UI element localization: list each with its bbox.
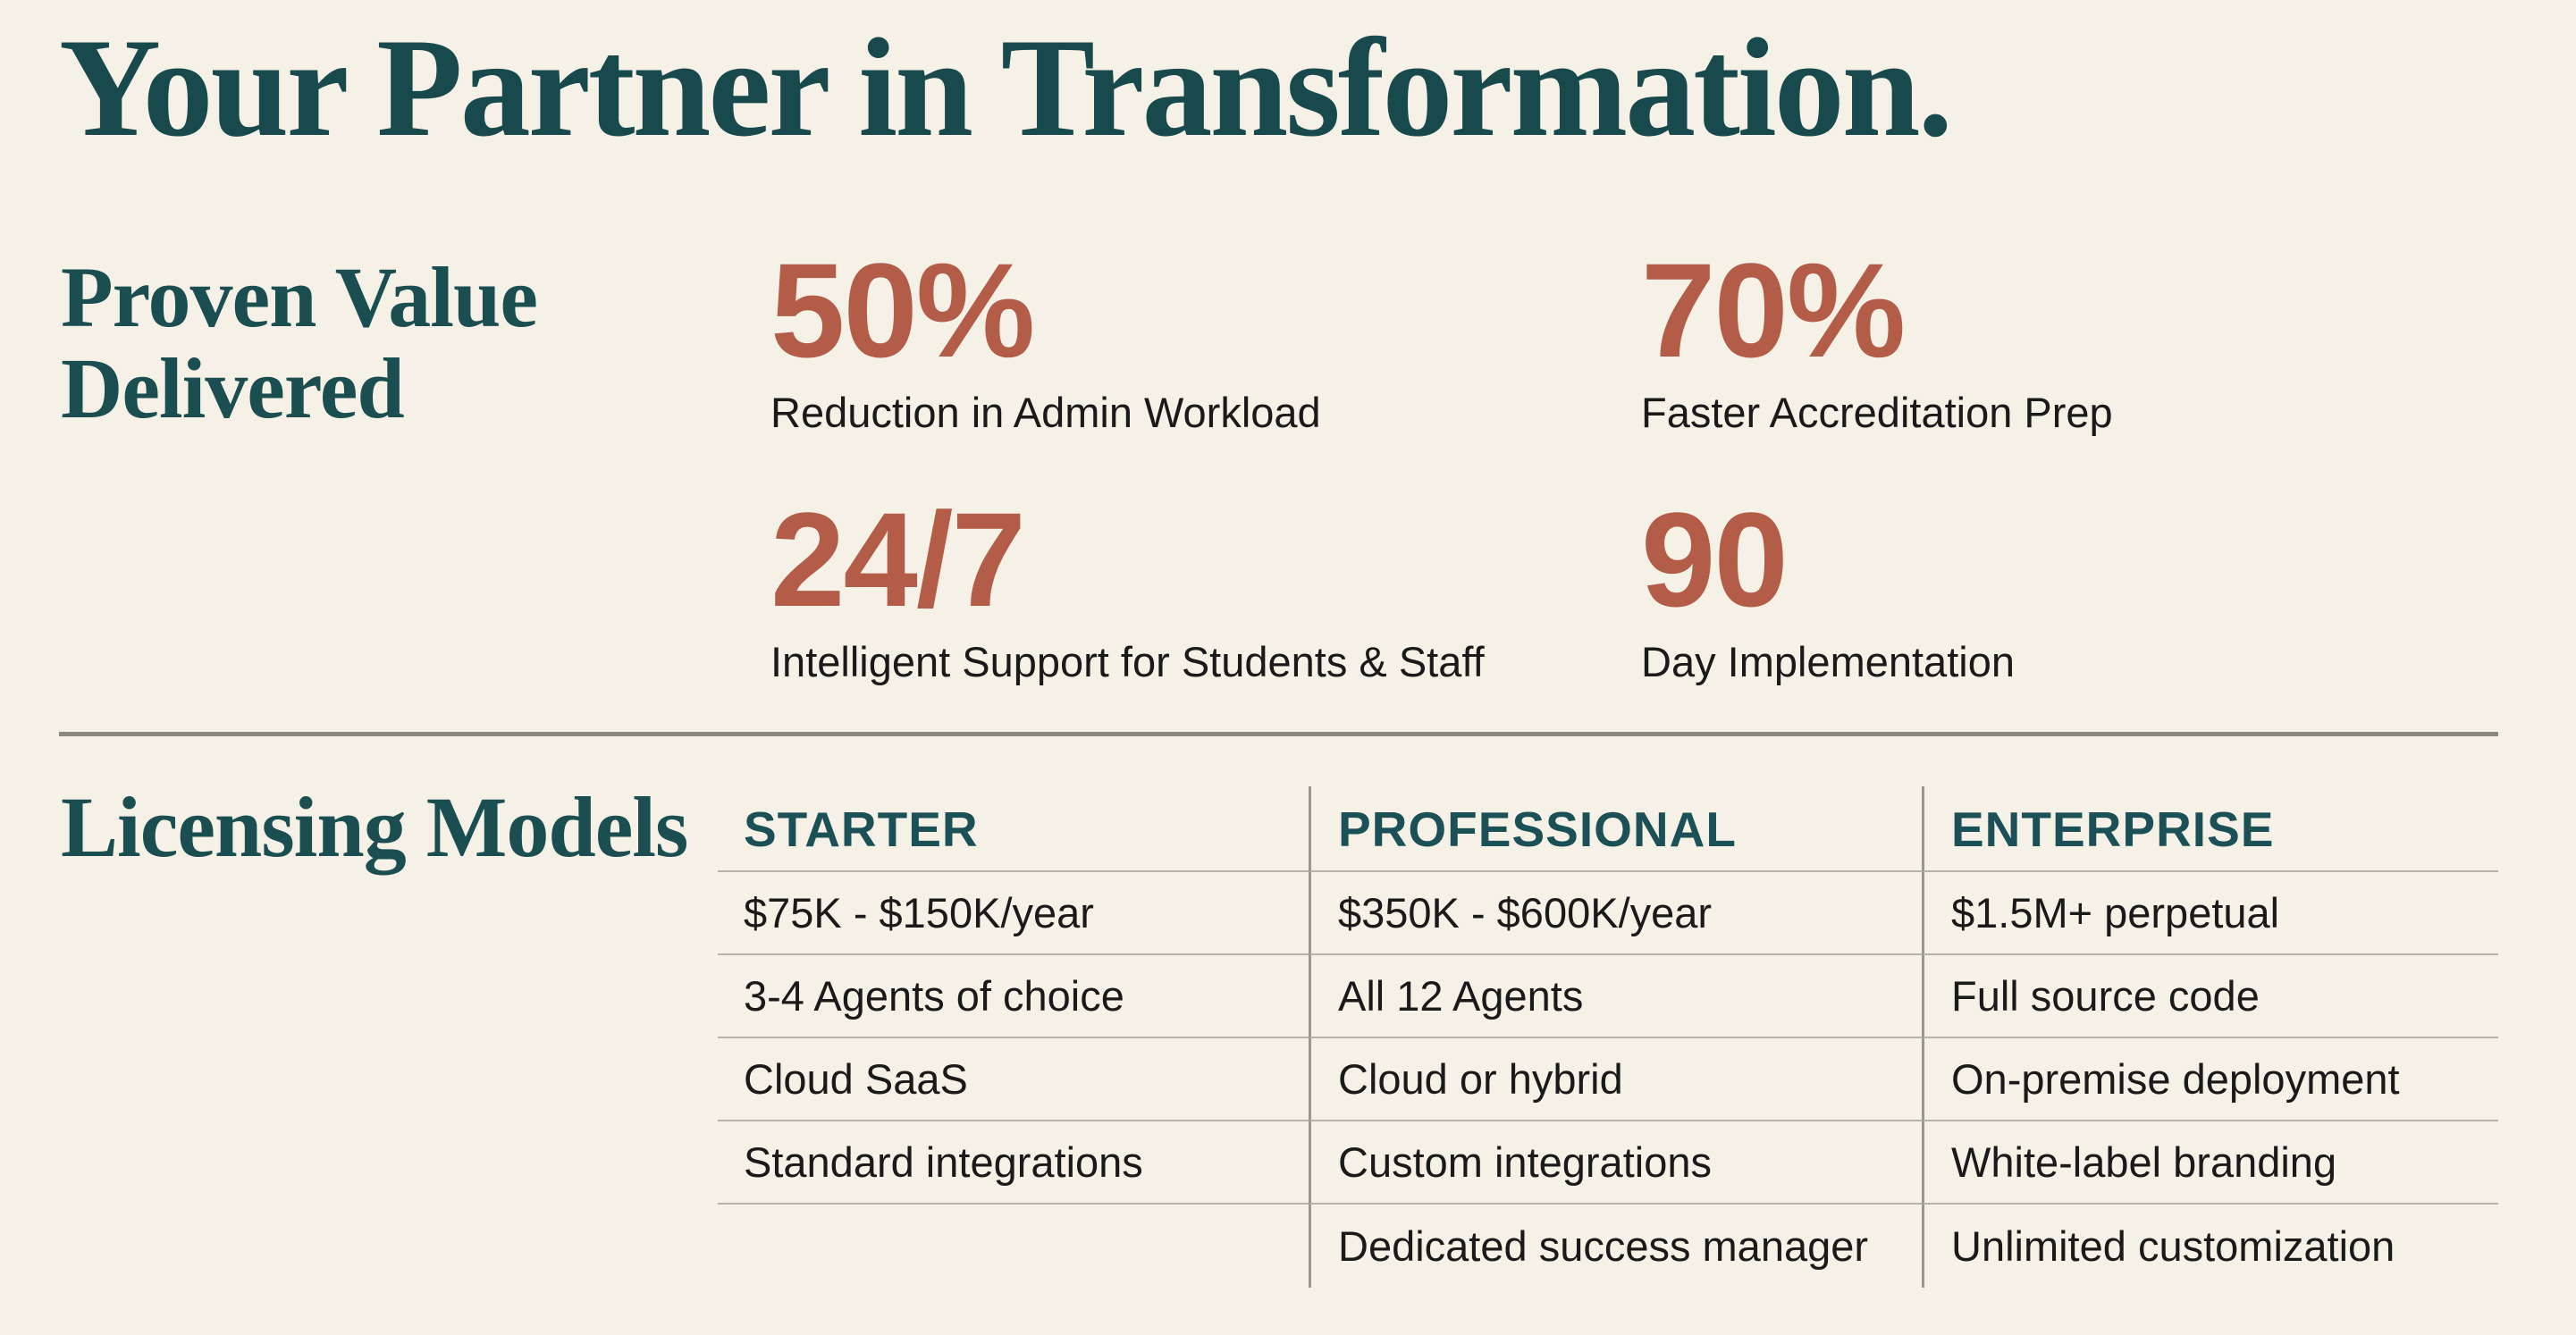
stat-value: 50% — [770, 235, 1035, 385]
plan-feature-cell: Cloud SaaS — [718, 1038, 1309, 1121]
plan-feature-cell: On-premise deployment — [1922, 1038, 2498, 1121]
plan-feature-cell: Standard integrations — [718, 1121, 1309, 1205]
plan-price-cell: $350K - $600K/year — [1309, 872, 1922, 955]
licensing-heading: Licensing Models — [61, 779, 688, 875]
plan-feature-cell: Dedicated success manager — [1309, 1205, 1922, 1288]
plan-feature-cell: Full source code — [1922, 955, 2498, 1038]
plan-feature-cell: White-label branding — [1922, 1121, 2498, 1205]
plan-column-header-enterprise: ENTERPRISE — [1922, 786, 2498, 872]
plan-feature-cell: 3-4 Agents of choice — [718, 955, 1309, 1038]
plan-price-cell: $75K - $150K/year — [718, 872, 1309, 955]
stat-label: Reduction in Admin Workload — [770, 389, 1321, 436]
plan-feature-cell: Cloud or hybrid — [1309, 1038, 1922, 1121]
plan-feature-cell: Unlimited customization — [1922, 1205, 2498, 1288]
licensing-table: STARTER PROFESSIONAL ENTERPRISE $75K - $… — [718, 786, 2498, 1288]
stat-admin-workload: 50% Reduction in Admin Workload — [770, 243, 1321, 438]
section-divider — [59, 732, 2498, 736]
stat-value: 24/7 — [770, 484, 1026, 634]
stat-label: Intelligent Support for Students & Staff — [770, 638, 1485, 685]
proven-value-heading-line1: Proven Value — [61, 249, 538, 345]
stat-label: Day Implementation — [1641, 638, 2015, 685]
plan-feature-cell: All 12 Agents — [1309, 955, 1922, 1038]
proven-value-heading: Proven Value Delivered — [61, 249, 538, 436]
plan-column-header-starter: STARTER — [718, 786, 1309, 872]
plan-column-header-professional: PROFESSIONAL — [1309, 786, 1922, 872]
proven-value-heading-line2: Delivered — [61, 340, 405, 436]
stat-accreditation-prep: 70% Faster Accreditation Prep — [1641, 243, 2113, 438]
stat-value: 70% — [1641, 235, 1906, 385]
plan-price-cell: $1.5M+ perpetual — [1922, 872, 2498, 955]
stat-label: Faster Accreditation Prep — [1641, 389, 2113, 436]
plan-feature-cell: Custom integrations — [1309, 1121, 1922, 1205]
stat-intelligent-support: 24/7 Intelligent Support for Students & … — [770, 492, 1485, 687]
slide-title: Your Partner in Transformation. — [59, 10, 1953, 166]
stat-value: 90 — [1641, 484, 1789, 634]
stat-implementation-days: 90 Day Implementation — [1641, 492, 2015, 687]
plan-feature-cell-empty — [718, 1205, 1309, 1288]
